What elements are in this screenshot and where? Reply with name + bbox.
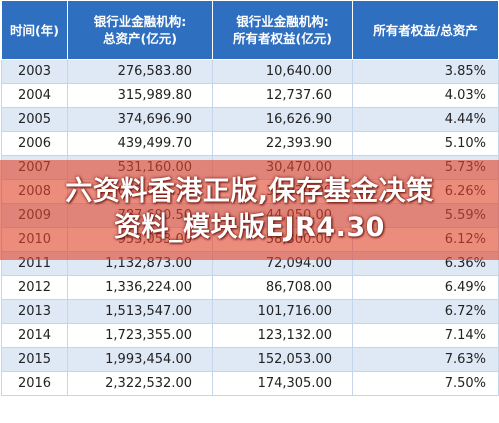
cell-owners-equity: 86,708.00 bbox=[212, 275, 353, 300]
cell-total-assets: 2,322,532.00 bbox=[67, 371, 213, 396]
watermark-banner: 六资料香港正版,保存基金决策 资料_模块版EJR4.30 bbox=[0, 160, 499, 260]
cell-total-assets: 276,583.80 bbox=[67, 59, 213, 84]
cell-equity-ratio: 6.49% bbox=[352, 275, 499, 300]
table-header-row: 时间(年) 银行业金融机构: 总资产(亿元) 银行业金融机构: 所有者权益(亿元) … bbox=[1, 0, 499, 60]
cell-year: 2012 bbox=[1, 275, 68, 300]
table-row: 2014 1,723,355.00 123,132.00 7.14% bbox=[1, 323, 499, 348]
cell-total-assets: 315,989.80 bbox=[67, 83, 213, 108]
cell-equity-ratio: 5.10% bbox=[352, 131, 499, 156]
cell-year: 2014 bbox=[1, 323, 68, 348]
cell-year: 2004 bbox=[1, 83, 68, 108]
table-row: 2015 1,993,454.00 152,053.00 7.63% bbox=[1, 347, 499, 372]
cell-owners-equity: 10,640.00 bbox=[212, 59, 353, 84]
cell-equity-ratio: 3.85% bbox=[352, 59, 499, 84]
cell-year: 2005 bbox=[1, 107, 68, 132]
cell-owners-equity: 101,716.00 bbox=[212, 299, 353, 324]
cell-total-assets: 1,723,355.00 bbox=[67, 323, 213, 348]
table-row: 2013 1,513,547.00 101,716.00 6.72% bbox=[1, 299, 499, 324]
cell-total-assets: 374,696.90 bbox=[67, 107, 213, 132]
cell-equity-ratio: 7.63% bbox=[352, 347, 499, 372]
cell-owners-equity: 174,305.00 bbox=[212, 371, 353, 396]
table-row: 2016 2,322,532.00 174,305.00 7.50% bbox=[1, 371, 499, 396]
banner-line-2: 资料_模块版EJR4.30 bbox=[114, 212, 385, 243]
cell-equity-ratio: 7.50% bbox=[352, 371, 499, 396]
cell-equity-ratio: 6.72% bbox=[352, 299, 499, 324]
cell-owners-equity: 152,053.00 bbox=[212, 347, 353, 372]
cell-year: 2013 bbox=[1, 299, 68, 324]
cell-total-assets: 1,993,454.00 bbox=[67, 347, 213, 372]
cell-total-assets: 1,513,547.00 bbox=[67, 299, 213, 324]
cell-equity-ratio: 7.14% bbox=[352, 323, 499, 348]
cell-owners-equity: 12,737.60 bbox=[212, 83, 353, 108]
cell-total-assets: 1,336,224.00 bbox=[67, 275, 213, 300]
table-row: 2006 439,499.70 22,393.90 5.10% bbox=[1, 131, 499, 156]
cell-owners-equity: 123,132.00 bbox=[212, 323, 353, 348]
cell-owners-equity: 22,393.90 bbox=[212, 131, 353, 156]
table-row: 2012 1,336,224.00 86,708.00 6.49% bbox=[1, 275, 499, 300]
header-year: 时间(年) bbox=[1, 0, 68, 60]
cell-equity-ratio: 4.03% bbox=[352, 83, 499, 108]
cell-equity-ratio: 4.44% bbox=[352, 107, 499, 132]
banner-line-1: 六资料香港正版,保存基金决策 bbox=[65, 176, 434, 207]
cell-year: 2003 bbox=[1, 59, 68, 84]
table-row: 2004 315,989.80 12,737.60 4.03% bbox=[1, 83, 499, 108]
header-total-assets: 银行业金融机构: 总资产(亿元) bbox=[67, 0, 213, 60]
table-row: 2003 276,583.80 10,640.00 3.85% bbox=[1, 59, 499, 84]
header-owners-equity: 银行业金融机构: 所有者权益(亿元) bbox=[212, 0, 353, 60]
cell-year: 2015 bbox=[1, 347, 68, 372]
cell-owners-equity: 16,626.90 bbox=[212, 107, 353, 132]
cell-year: 2016 bbox=[1, 371, 68, 396]
cell-year: 2006 bbox=[1, 131, 68, 156]
cell-total-assets: 439,499.70 bbox=[67, 131, 213, 156]
table-row: 2005 374,696.90 16,626.90 4.44% bbox=[1, 107, 499, 132]
header-equity-ratio: 所有者权益/总资产 bbox=[352, 0, 499, 60]
